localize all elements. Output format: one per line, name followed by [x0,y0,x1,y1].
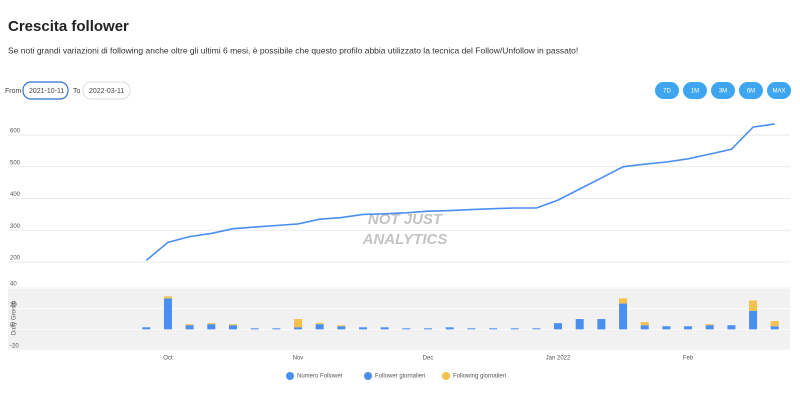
subtitle: Se noti grandi variazioni di following a… [8,45,578,55]
range-button-label[interactable]: 1M [691,89,699,95]
legend-marker[interactable] [364,372,372,380]
legend-marker[interactable] [442,372,450,380]
growth-bar [532,328,541,330]
range-button-bg[interactable] [655,82,679,99]
range-button-label[interactable]: 6M [747,89,755,95]
y-axis-label: Daily Growth [12,301,18,335]
growth-panel [8,287,790,350]
growth-bar [207,323,216,325]
range-button[interactable]: MAX [767,82,791,99]
range-button-bg[interactable] [739,82,763,99]
growth-bar [337,325,346,327]
y-tick-label: 200 [10,256,21,262]
range-button-label[interactable]: 7D [663,89,671,95]
y-tick-label: -20 [10,344,19,350]
to-value[interactable]: 2022-03-11 [89,88,124,95]
growth-bar [575,319,584,330]
range-button-label[interactable]: 3M [719,89,727,95]
range-button[interactable]: 3M [711,82,735,99]
y-tick-label: 500 [10,160,21,166]
y-tick-label: 300 [10,224,21,230]
range-button[interactable]: 6M [739,82,763,99]
y-tick-label: 40 [10,282,17,288]
legend-label[interactable]: Follower giornalieri [375,374,425,380]
growth-bar [749,310,758,330]
legend-label[interactable]: Numero Follower [297,374,343,380]
watermark: NOT JUST ANALYTICS [362,211,448,248]
growth-bar [510,328,519,330]
y-tick-label: 600 [10,129,21,135]
growth-bar [424,328,433,330]
y-tick-label: 20 [10,302,17,308]
range-button-label[interactable]: MAX [772,89,785,95]
growth-bar [640,322,649,326]
range-button-bg[interactable] [683,82,707,99]
growth-bar [185,325,194,330]
range-button-bg[interactable] [711,82,735,99]
to-label: To [73,88,81,95]
watermark-line: ANALYTICS [362,231,448,248]
growth-bar [315,323,324,325]
growth-bar [662,326,671,330]
legend-marker[interactable] [286,372,294,380]
follower-line [145,123,775,262]
growth-bar [250,328,259,330]
to-input[interactable] [82,81,131,100]
range-button[interactable]: 1M [683,82,707,99]
growth-bar [705,324,714,326]
growth-bar [207,324,216,330]
x-tick-label: Oct [163,356,173,362]
growth-bar [359,327,367,330]
growth-bar [185,324,194,326]
watermark-line: NOT JUST [368,211,444,228]
x-tick-label: Jan 2022 [546,356,571,362]
range-button-bg[interactable] [767,82,791,99]
x-tick-label: Dec [423,356,434,362]
growth-bar [489,328,498,330]
growth-bar [597,319,606,330]
growth-bar [380,327,389,330]
growth-bar [293,327,302,330]
growth-bar [467,328,476,330]
growth-bar [142,327,151,330]
growth-bar [272,328,281,330]
growth-bar [705,325,714,330]
growth-bar [727,325,736,330]
growth-bar [163,298,172,330]
growth-bar [337,326,346,330]
growth-bar [402,328,411,330]
x-tick-label: Feb [683,356,694,362]
growth-bar [554,323,563,330]
growth-bar [228,325,237,330]
growth-bar [315,324,324,330]
legend-label[interactable]: Following giornalieri [453,374,506,380]
growth-bar [619,298,628,304]
growth-bar [770,326,779,330]
y-tick-label: 0 [10,323,14,329]
growth-bar [749,300,758,311]
x-tick-label: Nov [293,356,304,362]
growth-bar [228,324,237,326]
range-button[interactable]: 7D [655,82,679,99]
y-tick-label: 400 [10,192,21,198]
growth-bar [619,303,628,330]
growth-bar [770,321,779,327]
title: Crescita follower [8,18,129,35]
from-value[interactable]: 2021-10-11 [29,88,64,95]
from-label: From [5,88,22,95]
growth-bar [293,319,302,328]
growth-bar [445,327,454,330]
growth-bar [163,296,172,299]
growth-bar [684,326,693,330]
growth-bar [640,325,649,330]
from-input[interactable] [22,81,69,100]
